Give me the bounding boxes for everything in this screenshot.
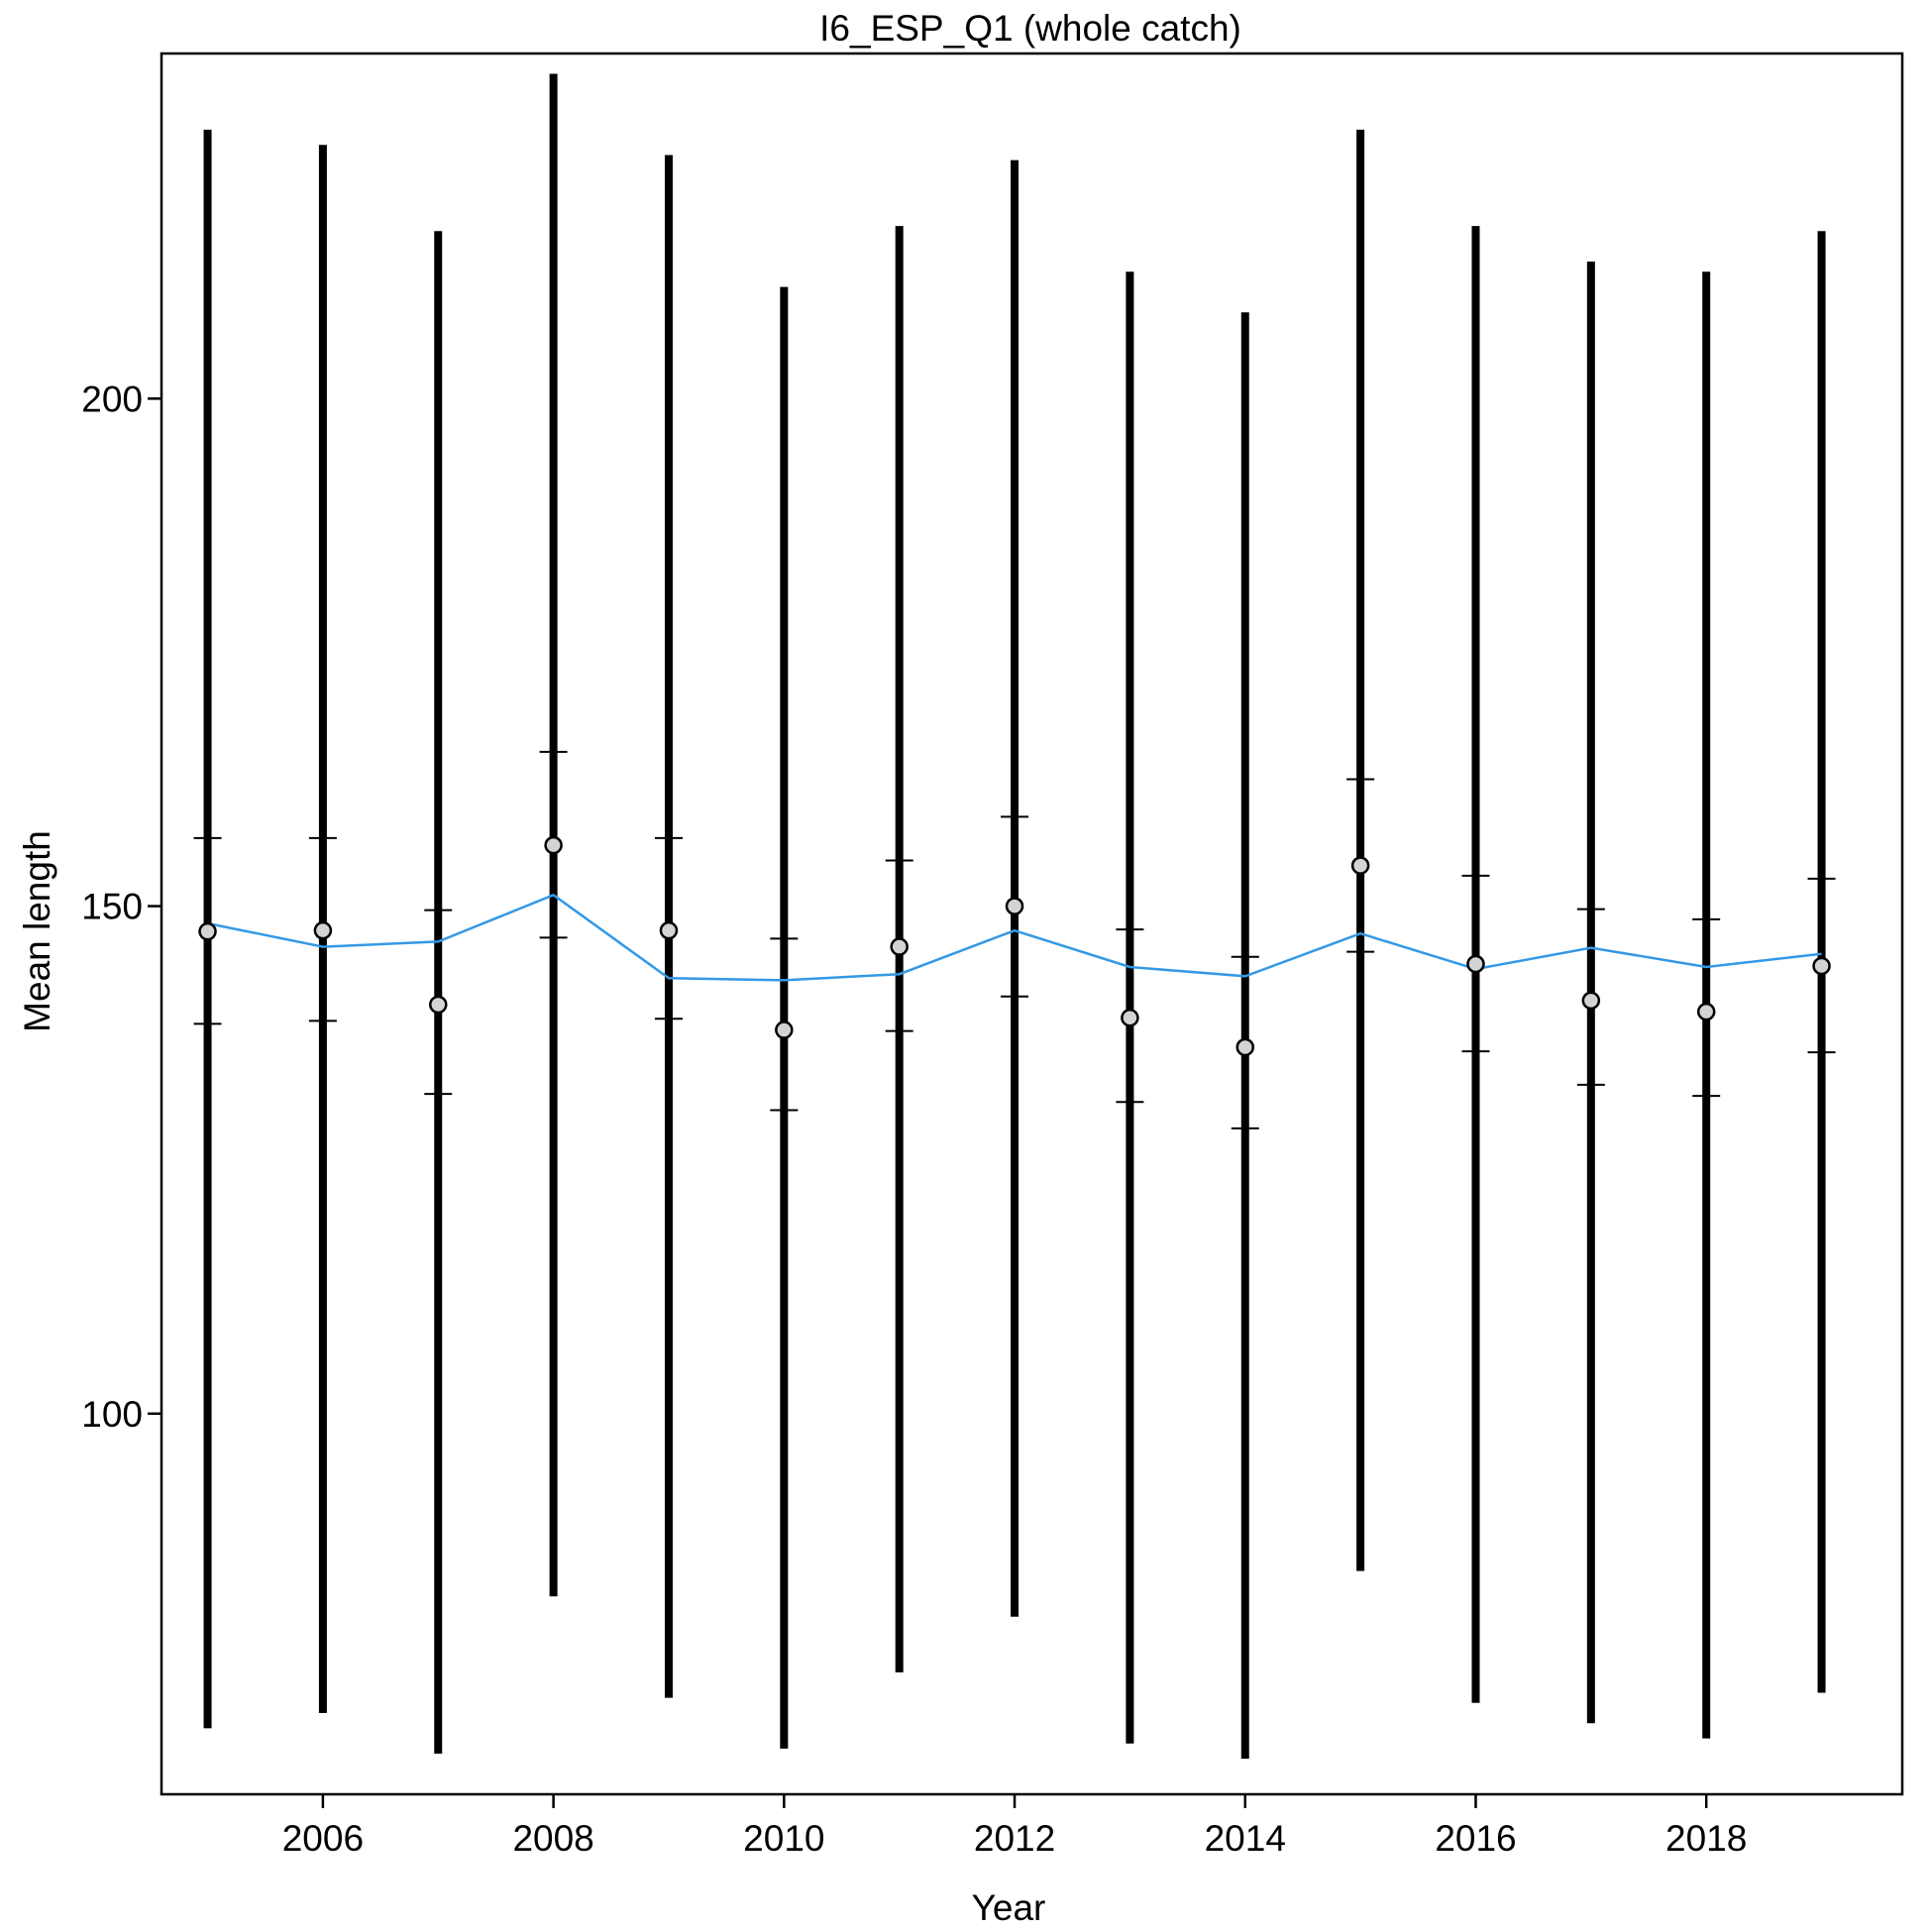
observed-mean-point [1005,897,1024,915]
y-axis-label: Mean length [17,830,57,1032]
observed-mean-point [429,995,448,1015]
x-tick-label: 2012 [974,1818,1055,1859]
y-tick-label: 200 [81,378,143,419]
y-tick-label: 100 [81,1394,143,1435]
x-tick-label: 2016 [1435,1818,1516,1859]
x-tick-label: 2010 [743,1818,824,1859]
observed-mean-point [1235,1037,1255,1057]
observed-mean-point [313,920,333,940]
observed-mean-point [1696,1002,1716,1021]
expected-mean-line-group [207,893,1822,982]
x-tick-label: 2018 [1665,1818,1747,1859]
observed-mean-point [1812,956,1831,976]
observed-mean-point [1350,856,1370,875]
expected-mean-line [207,893,1822,982]
observed-mean-point [198,921,217,941]
observed-mean-point [544,835,563,855]
observed-mean-points [198,835,1831,1057]
x-tick-label: 2006 [282,1818,364,1859]
x-axis-label: Year [972,1887,1046,1928]
chart-title: I6_ESP_Q1 (whole catch) [819,8,1241,49]
observed-mean-point [1466,954,1485,974]
observed-mean-point [1581,991,1601,1011]
axes: 2006 2008 2010 2012 2014 2016 2018 100 150 200 [81,52,1904,1859]
x-tick-label: 2014 [1205,1818,1286,1859]
observed-mean-point [659,920,679,940]
x-tick-label: 2008 [512,1818,593,1859]
observed-mean-point [775,1020,794,1039]
observed-mean-point [890,937,909,956]
interval-bars [193,73,1836,1760]
observed-mean-point [1121,1009,1139,1027]
plot-frame [160,52,1904,1796]
y-tick-label: 150 [81,887,143,927]
